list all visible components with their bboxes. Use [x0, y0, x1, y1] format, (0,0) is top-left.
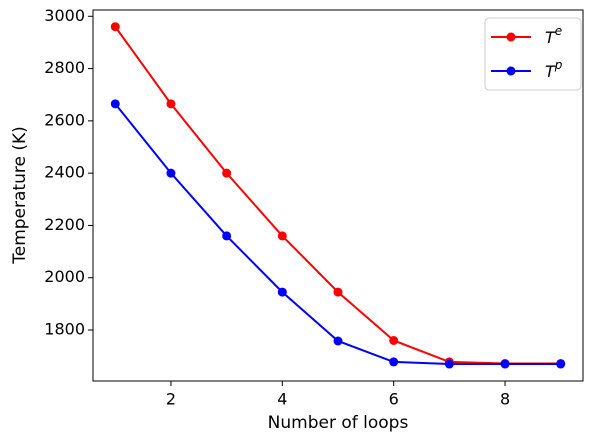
series-line — [114, 103, 561, 366]
data-point — [110, 22, 120, 32]
data-point — [166, 99, 176, 109]
x-tick-label: 6 — [389, 390, 399, 409]
data-point — [333, 287, 343, 297]
data-point — [389, 335, 399, 345]
legend-marker — [506, 66, 516, 76]
data-point — [556, 359, 566, 369]
x-tick-label: 8 — [500, 390, 510, 409]
plot-frame — [92, 9, 584, 382]
data-point — [500, 359, 510, 369]
x-axis-label: Number of loops — [268, 413, 409, 433]
y-axis-label: Temperature (K) — [10, 126, 30, 265]
legend-label: Tp — [545, 58, 563, 81]
data-point — [166, 168, 176, 178]
data-point — [444, 359, 454, 369]
y-tick-label: 1800 — [44, 320, 85, 339]
data-point — [333, 336, 343, 346]
data-point — [277, 287, 287, 297]
legend-box — [484, 17, 582, 91]
y-tick-label: 3000 — [44, 6, 85, 25]
legend-marker — [506, 32, 516, 42]
data-point — [222, 231, 232, 241]
x-tick-label: 4 — [277, 390, 287, 409]
data-point — [110, 99, 120, 109]
data-point — [222, 168, 232, 178]
data-point — [277, 231, 287, 241]
data-point — [389, 357, 399, 367]
y-tick-label: 2600 — [44, 110, 85, 129]
y-tick-label: 2000 — [44, 267, 85, 286]
y-tick-label: 2800 — [44, 58, 85, 77]
x-tick-label: 2 — [166, 390, 176, 409]
y-tick-label: 2400 — [44, 163, 85, 182]
y-tick-label: 2200 — [44, 215, 85, 234]
legend-label: Te — [545, 24, 562, 47]
